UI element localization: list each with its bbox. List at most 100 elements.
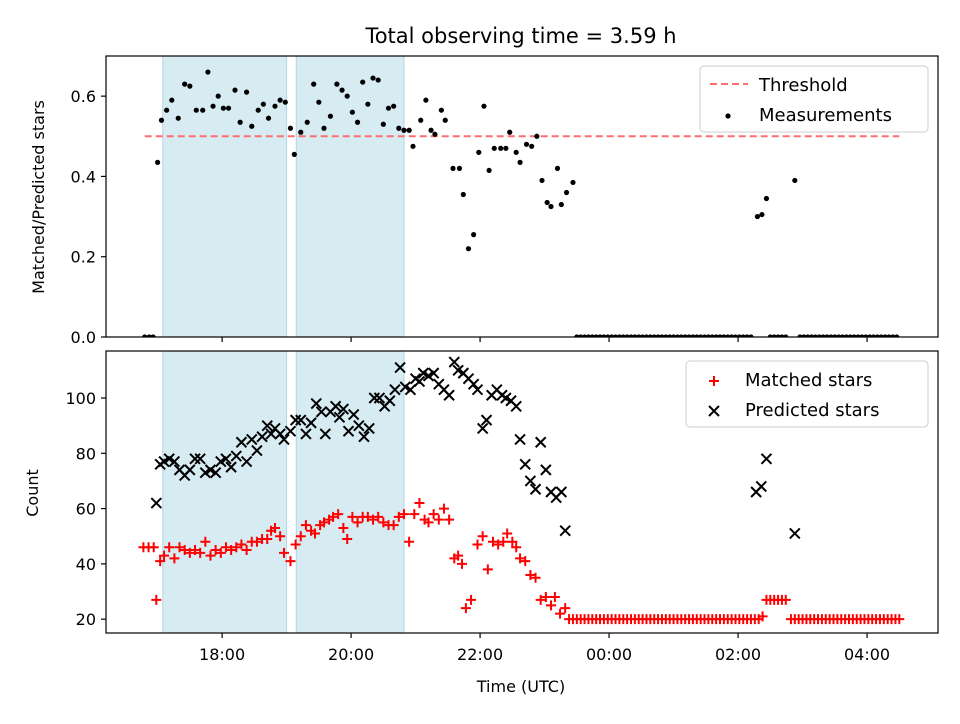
- measurement-point: [655, 334, 661, 337]
- predicted-star-point: [265, 428, 277, 440]
- predicted-star-point: [480, 414, 493, 426]
- measurement-point: [698, 334, 704, 337]
- measurement-point: [291, 151, 297, 157]
- measurement-point: [225, 105, 232, 111]
- measurement-point: [729, 334, 735, 337]
- measurement-point: [894, 334, 900, 337]
- measurement-point: [481, 103, 487, 109]
- matched-star-point: [251, 536, 262, 547]
- matched-star-point: [428, 509, 439, 520]
- measurement-point: [215, 93, 221, 99]
- x-tick-label: 22:00: [457, 645, 503, 664]
- matched-star-point: [200, 536, 211, 547]
- measurement-point: [432, 131, 438, 137]
- predicted-star-point: [529, 483, 542, 495]
- measurement-point: [558, 201, 564, 208]
- matched-star-point: [482, 564, 493, 575]
- measurement-point: [667, 334, 673, 337]
- matched-star-point: [525, 569, 536, 580]
- measurement-point: [539, 177, 545, 184]
- measurement-point: [304, 119, 310, 125]
- matched-star-point: [318, 517, 329, 528]
- legend-box: [685, 360, 929, 428]
- predicted-star-point: [760, 453, 773, 465]
- measurement-point: [244, 89, 250, 95]
- measurement-point: [554, 165, 561, 171]
- measurement-point: [360, 79, 366, 85]
- matched-star-point: [148, 542, 159, 553]
- predicted-star-point: [476, 422, 489, 435]
- measurement-point: [154, 159, 161, 165]
- measurement-point: [628, 334, 634, 337]
- matched-star-point: [515, 553, 526, 564]
- matched-star-point: [493, 539, 504, 550]
- top-y-axis-label: Matched/Predicted stars: [29, 100, 48, 294]
- measurement-point: [534, 133, 540, 139]
- matched-star-point: [333, 509, 344, 520]
- measurement-point: [574, 334, 580, 337]
- measurement-point: [686, 334, 692, 337]
- measurement-point: [277, 97, 283, 103]
- y-tick-label: 0.4: [71, 167, 96, 186]
- measurement-point: [601, 334, 607, 337]
- predicted-star-point: [150, 497, 163, 509]
- measurement-point: [380, 121, 386, 127]
- predicted-star-point: [168, 455, 181, 468]
- measurement-point: [721, 334, 727, 337]
- matched-star-point: [275, 531, 286, 542]
- matched-star-point: [362, 511, 373, 522]
- matched-star-point: [555, 608, 566, 619]
- measurement-point: [316, 99, 322, 105]
- matched-star-point: [398, 509, 409, 520]
- legend-matched-swatch: [709, 376, 719, 386]
- matched-star-point: [466, 594, 477, 605]
- matched-star-point: [549, 592, 560, 603]
- measurement-point: [585, 334, 592, 337]
- measurement-point: [158, 117, 165, 123]
- predicted-star-point: [235, 436, 248, 448]
- measurement-point: [863, 334, 869, 337]
- measurement-point: [142, 334, 148, 337]
- matched-star-point: [460, 603, 471, 614]
- predicted-star-point: [337, 403, 350, 415]
- measurement-point: [701, 334, 708, 337]
- measurement-point: [401, 127, 407, 133]
- measurement-point: [563, 189, 570, 196]
- predicted-star-point: [300, 428, 312, 440]
- measurement-point: [260, 101, 266, 107]
- observing-span-1: [162, 351, 288, 633]
- measurement-point: [779, 334, 785, 337]
- measurement-point: [597, 334, 603, 337]
- measurement-point: [486, 167, 492, 174]
- measurement-point: [640, 334, 646, 337]
- predicted-star-point: [534, 436, 547, 448]
- measurement-point: [150, 334, 156, 337]
- predicted-star-point: [427, 367, 440, 379]
- matched-star-point: [195, 547, 206, 558]
- legend-label: Predicted stars: [745, 400, 879, 421]
- measurement-point: [808, 334, 815, 337]
- measurement-point: [736, 334, 742, 337]
- measurement-point: [385, 105, 392, 111]
- measurement-point: [175, 115, 181, 121]
- measurement-point: [578, 334, 584, 337]
- y-tick-label: 0.6: [71, 87, 96, 106]
- measurement-point: [232, 87, 238, 93]
- predicted-star-point: [246, 433, 258, 446]
- predicted-star-point: [394, 361, 406, 374]
- matched-star-point: [309, 528, 320, 539]
- matched-star-point: [477, 531, 488, 542]
- matched-star-point: [373, 511, 384, 522]
- measurement-point: [327, 113, 334, 119]
- matched-star-point: [457, 558, 468, 569]
- measurement-point: [438, 107, 444, 113]
- measurement-point: [678, 334, 684, 337]
- measurement-point: [816, 334, 822, 337]
- measurement-point: [609, 334, 615, 337]
- y-tick-label: 80: [76, 444, 96, 463]
- matched-star-point: [535, 594, 546, 605]
- matched-star-point: [262, 534, 273, 544]
- measurement-point: [491, 145, 497, 151]
- matched-star-point: [159, 550, 170, 561]
- measurement-point: [513, 149, 519, 155]
